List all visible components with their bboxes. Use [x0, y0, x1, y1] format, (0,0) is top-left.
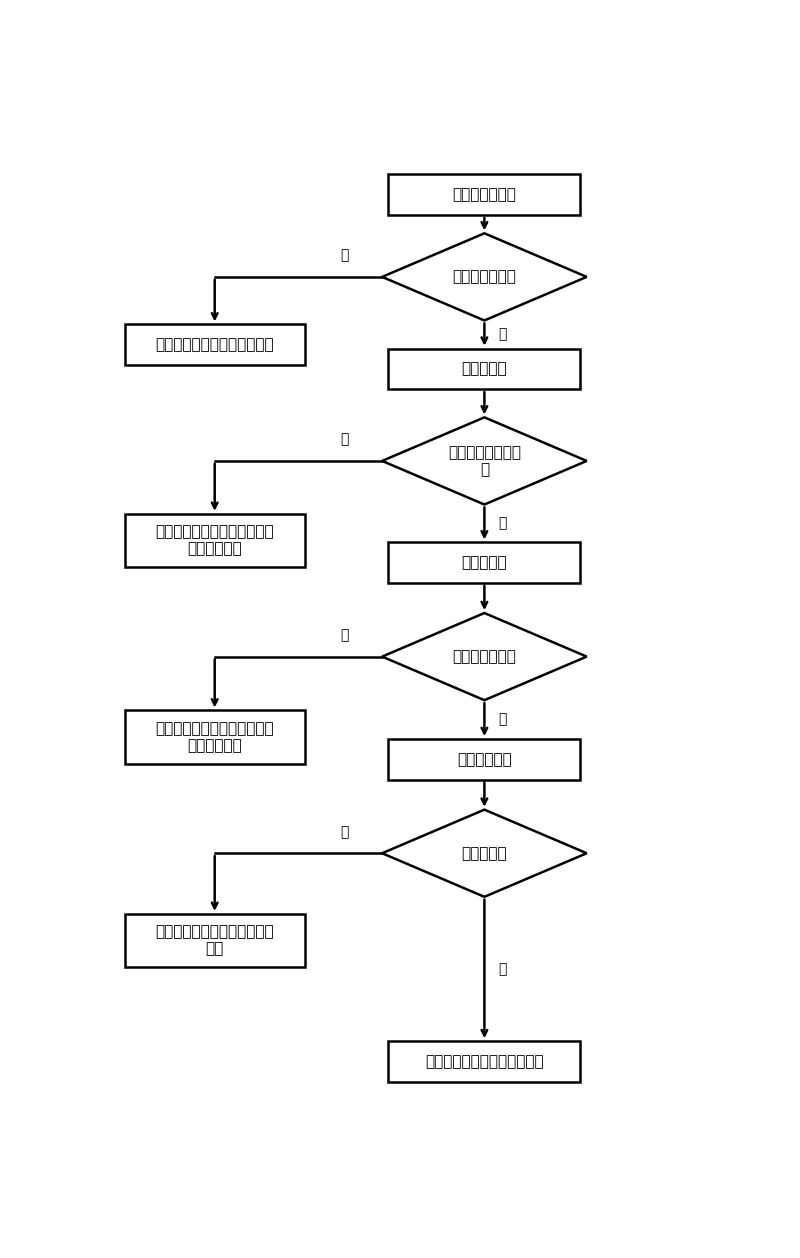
Text: 线性过滤器: 线性过滤器 — [462, 361, 507, 376]
Bar — [388, 348, 581, 389]
Polygon shape — [382, 418, 586, 504]
Bar — [125, 513, 305, 567]
Polygon shape — [382, 613, 586, 701]
Text: 环交环过滤器: 环交环过滤器 — [457, 752, 512, 767]
Polygon shape — [382, 233, 586, 321]
Bar — [125, 325, 305, 365]
Text: 总线布局或者环型布局算法计
算节点的坐标: 总线布局或者环型布局算法计 算节点的坐标 — [155, 525, 274, 556]
Text: 是: 是 — [341, 628, 349, 642]
Text: 环交环型布局算法计算节点的
坐标: 环交环型布局算法计算节点的 坐标 — [155, 925, 274, 956]
Text: 是: 是 — [341, 248, 349, 263]
Text: 是: 是 — [341, 825, 349, 839]
Text: 是环交环型: 是环交环型 — [462, 845, 507, 860]
Text: 否: 否 — [498, 962, 506, 976]
Bar — [388, 738, 581, 780]
Bar — [388, 1042, 581, 1082]
Text: 否: 否 — [498, 517, 506, 531]
Text: 是星型或者树型: 是星型或者树型 — [453, 649, 516, 664]
Text: 分散节点过滤器: 分散节点过滤器 — [453, 187, 516, 203]
Bar — [125, 913, 305, 967]
Bar — [125, 711, 305, 764]
Polygon shape — [382, 810, 586, 897]
Bar — [388, 542, 581, 582]
Text: 星型布局或者树型布局算法计
算节点的坐标: 星型布局或者树型布局算法计 算节点的坐标 — [155, 721, 274, 754]
Text: 层次过滤器: 层次过滤器 — [462, 555, 507, 570]
Text: 网格布局算法计算节点的坐标: 网格布局算法计算节点的坐标 — [155, 337, 274, 352]
Text: 否: 否 — [498, 712, 506, 727]
Bar — [388, 174, 581, 215]
Text: 否: 否 — [498, 327, 506, 341]
Text: 混合布局算法计算节点的坐标: 混合布局算法计算节点的坐标 — [425, 1054, 544, 1069]
Text: 连线信息不存在: 连线信息不存在 — [453, 269, 516, 284]
Text: 是: 是 — [341, 433, 349, 447]
Text: 是总线型或者是环
型: 是总线型或者是环 型 — [448, 445, 521, 477]
